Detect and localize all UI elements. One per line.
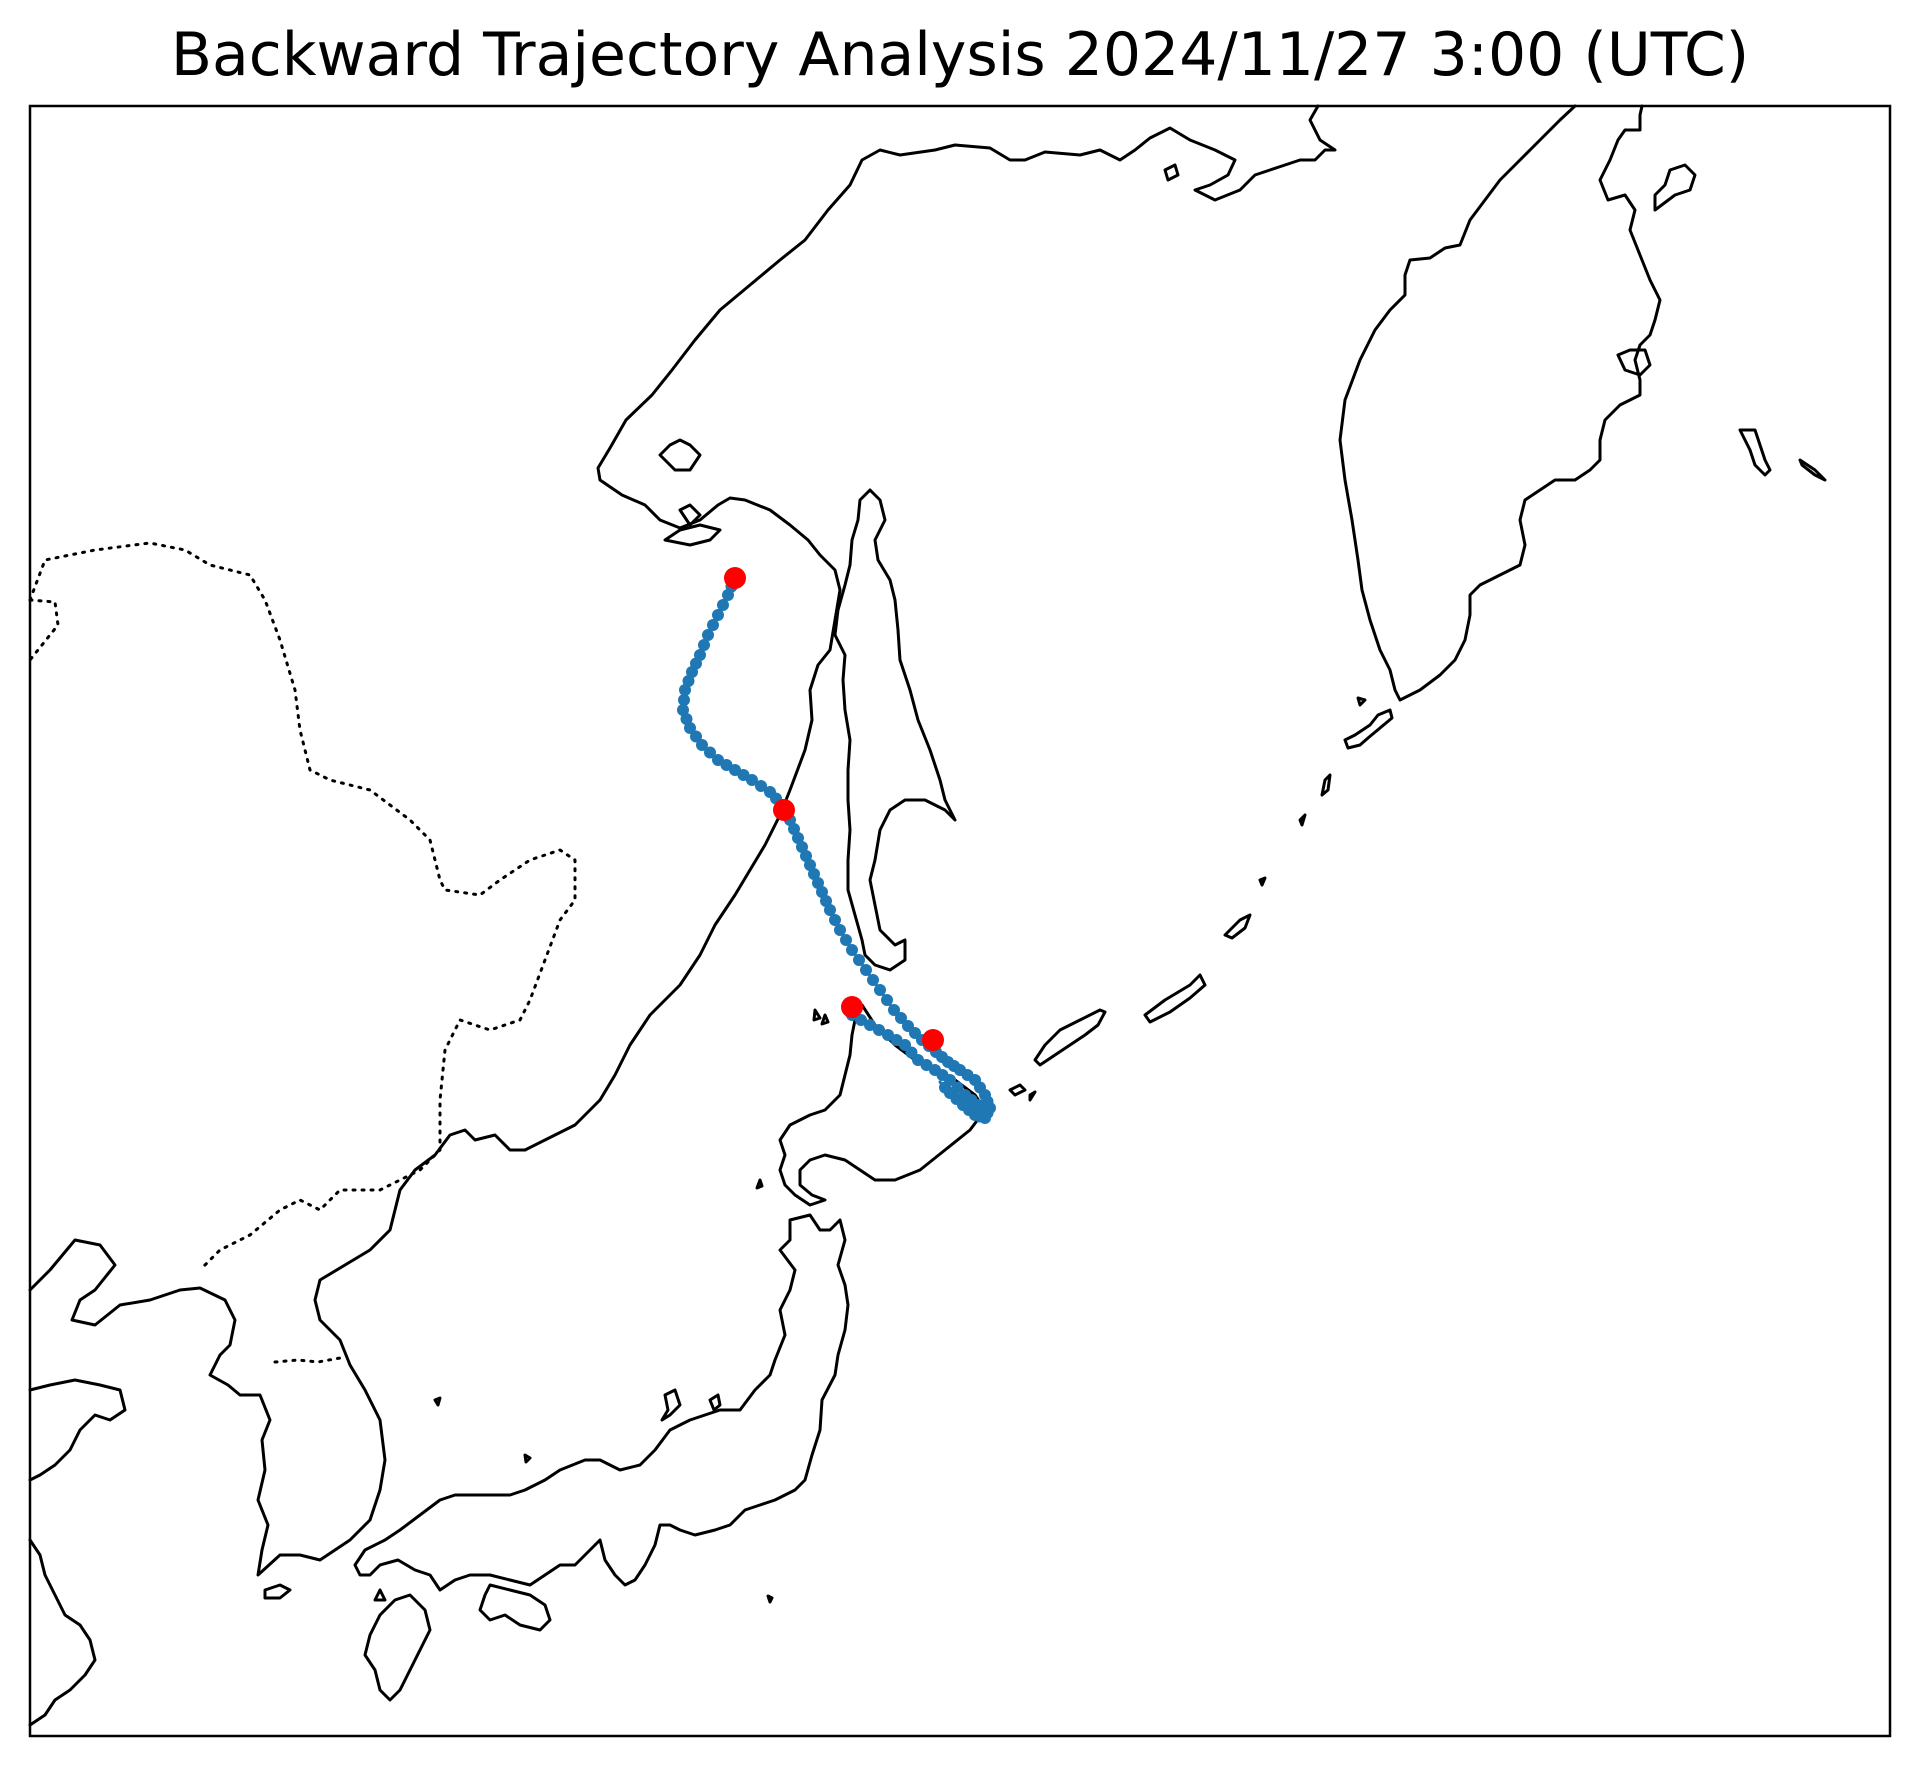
trajectory-point	[684, 722, 696, 734]
coastline-sakhalin	[833, 488, 957, 972]
trajectory-point	[792, 832, 804, 844]
trajectory-point	[707, 619, 719, 631]
map-frame	[28, 104, 1892, 1738]
trajectory-point	[680, 713, 693, 725]
map-title: Backward Trajectory Analysis 2024/11/27 …	[170, 20, 1750, 90]
coastline-kamchatka	[1338, 104, 1662, 702]
trajectory-point	[820, 895, 832, 907]
trajectory-marker	[922, 1029, 944, 1051]
trajectory-point	[788, 823, 800, 835]
coastline-honshu	[353, 1213, 850, 1592]
trajectory-marker	[724, 567, 746, 589]
trajectory-point	[722, 589, 734, 601]
trajectory-point	[944, 1074, 956, 1086]
trajectory-point	[951, 1081, 964, 1094]
trajectory-point	[895, 1012, 907, 1024]
trajectory-point	[855, 1014, 867, 1026]
trajectory-point	[816, 886, 828, 898]
trajectory-point	[860, 964, 872, 976]
trajectory-point	[717, 599, 729, 611]
trajectory-point	[712, 609, 724, 621]
coastline-noto	[660, 1388, 682, 1422]
coastline-karaginsky-island	[1653, 163, 1697, 212]
trajectory-point	[704, 746, 716, 759]
trajectory-point	[867, 974, 879, 986]
trajectory-point	[746, 774, 758, 786]
trajectory-point	[874, 984, 886, 996]
coastline-rishiri-rebun	[812, 1008, 830, 1026]
coastline-hokkaido	[778, 1003, 987, 1207]
trajectory-point	[755, 780, 767, 792]
trajectory-point	[696, 739, 708, 751]
trajectory-marker	[773, 799, 795, 821]
coastline-korea-islands	[263, 1396, 532, 1602]
trajectory-point	[686, 666, 698, 678]
trajectory-point	[678, 694, 690, 706]
korea-dmz-border	[273, 1356, 342, 1364]
trajectory-point	[682, 675, 695, 687]
coastline-sado	[708, 1393, 722, 1412]
trajectory-point	[804, 859, 816, 871]
trajectory-north-line	[681, 576, 792, 822]
map-content	[28, 104, 1827, 1727]
national-border-line	[28, 541, 577, 1272]
trajectory-point	[808, 868, 820, 880]
trajectory-point	[834, 924, 846, 936]
coastline-china	[28, 1378, 127, 1727]
trajectory-point	[812, 877, 824, 889]
coastline-korea	[28, 1128, 527, 1577]
trajectory-point	[690, 730, 702, 743]
coastline-commander-islands	[1738, 428, 1827, 482]
trajectory-point	[698, 639, 710, 651]
coastline-shikoku	[478, 1583, 552, 1632]
trajectory-point	[702, 629, 714, 641]
trajectory-point	[888, 1004, 900, 1016]
coastline-russia-mainland	[523, 104, 1337, 1152]
trajectories	[677, 567, 996, 1124]
trajectory-marker	[841, 996, 863, 1018]
trajectory-point	[796, 841, 808, 853]
trajectory-point	[677, 704, 689, 716]
trajectory-point	[824, 904, 836, 916]
trajectory-point	[853, 954, 865, 966]
trajectory-point	[978, 1102, 990, 1115]
trajectory-point	[846, 944, 858, 956]
coastline-kuril-islands	[1008, 696, 1394, 1102]
coastline-shantar-islands	[658, 163, 1180, 547]
trajectory-point	[829, 914, 841, 926]
trajectory-point	[840, 934, 852, 946]
coastline-okushiri	[755, 1178, 764, 1190]
trajectory-point	[864, 1019, 876, 1031]
coastlines	[28, 104, 1827, 1727]
coastline-kyushu	[363, 1593, 432, 1702]
trajectory-point	[800, 850, 812, 862]
coastline-japan-izu	[766, 1594, 774, 1604]
trajectory-point	[873, 1024, 885, 1036]
trajectory-point	[679, 684, 691, 696]
trajectory-point	[881, 994, 893, 1006]
